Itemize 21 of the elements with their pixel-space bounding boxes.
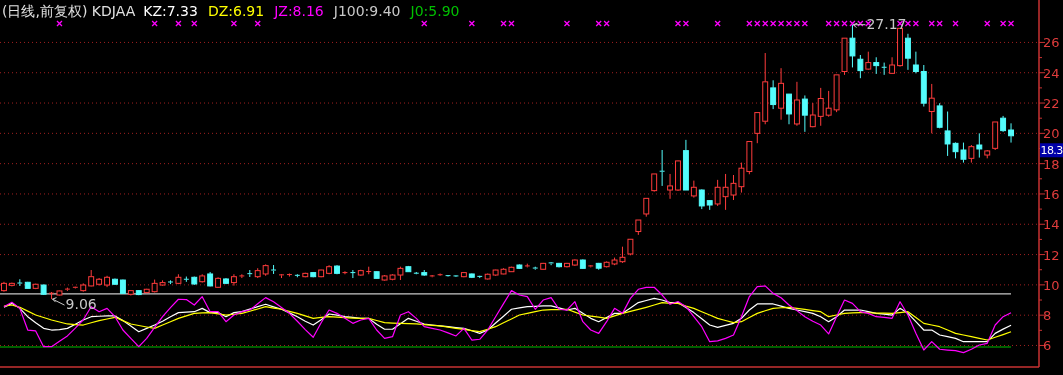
y-tick-label: 14	[1043, 217, 1060, 233]
y-tick-label: 8	[1043, 308, 1052, 324]
y-tick-label: 20	[1043, 126, 1060, 142]
text: 18.3	[1040, 144, 1063, 158]
text: JZ:8.16	[273, 3, 324, 19]
y-tick-label: 6	[1043, 338, 1052, 354]
y-tick-label: 10	[1043, 277, 1060, 293]
chart-title: (日线,前复权) KDJAA	[2, 3, 136, 19]
y-tick-label: 16	[1043, 186, 1060, 202]
y-tick-label: 18	[1043, 156, 1060, 172]
annotation: 9.06	[65, 296, 97, 313]
y-tick-label: 24	[1043, 65, 1060, 81]
text: DZ:6.91	[207, 3, 265, 19]
ref-line-label: J0:5.90	[409, 3, 460, 19]
text: KZ:7.33	[143, 3, 198, 19]
annotation: 27.17	[866, 15, 907, 32]
line-series	[3, 285, 1012, 354]
y-tick-label: 26	[1043, 35, 1060, 51]
y-tick-label: 12	[1043, 247, 1060, 263]
ref-line-label: J100:9.40	[332, 3, 401, 19]
y-tick-label: 22	[1043, 96, 1060, 112]
